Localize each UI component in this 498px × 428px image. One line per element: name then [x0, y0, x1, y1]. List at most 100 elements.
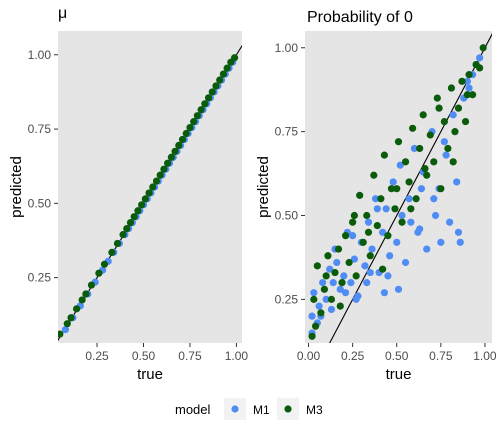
point-m3	[352, 272, 360, 280]
point-m1	[410, 144, 418, 153]
point-m1	[407, 218, 415, 226]
point-m3	[398, 218, 406, 226]
point-m3	[380, 151, 388, 159]
point-m1	[442, 151, 450, 159]
point-m3	[141, 195, 149, 203]
point-m1	[61, 326, 70, 334]
point-m3	[186, 123, 194, 132]
point-m1	[333, 258, 341, 267]
point-m3	[201, 100, 209, 108]
point-m3	[152, 177, 161, 185]
point-m3	[123, 225, 131, 233]
point-m1	[329, 279, 337, 287]
point-m3	[391, 205, 399, 213]
point-m3	[444, 144, 452, 153]
point-m3	[359, 238, 367, 246]
legend-point-m3	[284, 405, 292, 413]
point-m3	[230, 54, 239, 62]
reference-line	[329, 33, 492, 343]
point-m1	[431, 211, 440, 220]
point-m1	[315, 302, 323, 310]
panel-mu: 0.25 0.50 0.75 1.00 0.25 0.50 0.75 1.00 μ true pre…	[8, 5, 249, 383]
point-m1	[430, 195, 438, 203]
point-m1	[417, 185, 426, 193]
point-m3	[401, 158, 410, 166]
point-m1	[386, 252, 394, 260]
point-m3	[479, 44, 487, 52]
point-m3	[145, 189, 153, 197]
point-m1	[393, 238, 401, 246]
point-m3	[341, 232, 350, 240]
point-m1	[446, 218, 454, 226]
point-m3	[108, 248, 116, 256]
point-m3	[370, 171, 378, 179]
point-m3	[437, 185, 445, 193]
point-m1	[361, 262, 369, 270]
x-tick-label: 0.75	[429, 349, 453, 363]
point-m3	[149, 183, 157, 191]
point-m3	[95, 269, 103, 277]
point-m3	[156, 171, 164, 179]
y-tick-label: 0.25	[28, 271, 52, 285]
point-m3	[113, 239, 122, 248]
point-m3	[393, 185, 401, 193]
point-m3	[212, 82, 220, 90]
point-m1	[398, 211, 406, 220]
x-tick-label: 1.00	[225, 349, 249, 363]
point-m3	[167, 153, 175, 161]
point-m1	[350, 255, 358, 263]
chart-title: μ	[58, 5, 67, 22]
point-m1	[319, 279, 327, 287]
point-m3	[338, 279, 346, 287]
point-m3	[331, 268, 339, 277]
x-tick-label: 1.00	[473, 349, 497, 363]
point-m1	[371, 195, 380, 203]
point-m3	[384, 232, 392, 240]
point-m3	[197, 106, 205, 114]
point-m1	[308, 312, 316, 320]
point-m3	[164, 159, 172, 167]
point-m1	[368, 245, 376, 253]
y-axis-label: predicted	[255, 156, 272, 218]
point-m3	[394, 138, 403, 146]
point-m1	[384, 272, 392, 280]
point-m3	[336, 302, 344, 310]
point-m1	[326, 265, 334, 273]
point-m1	[453, 178, 461, 186]
point-m3	[440, 117, 448, 126]
point-m3	[407, 205, 415, 213]
point-m1	[379, 228, 387, 236]
point-m3	[327, 295, 336, 303]
chart-title: Probability of 0	[307, 9, 413, 26]
point-m3	[138, 201, 146, 209]
point-m1	[352, 295, 360, 303]
point-m3	[313, 262, 321, 270]
point-m3	[317, 309, 325, 317]
point-m3	[416, 144, 424, 153]
point-m1	[440, 138, 448, 146]
point-m3	[119, 230, 127, 239]
point-m1	[322, 295, 330, 303]
point-m3	[366, 252, 374, 260]
point-m3	[373, 221, 381, 230]
point-m3	[216, 76, 224, 84]
point-m3	[433, 94, 441, 102]
y-tick-label: 0.25	[275, 292, 299, 306]
point-m1	[476, 54, 484, 62]
x-tick-label: 0.25	[85, 349, 109, 363]
point-m3	[435, 104, 443, 112]
point-m3	[387, 185, 396, 193]
y-axis-label: predicted	[8, 156, 25, 218]
point-m1	[366, 268, 374, 277]
point-m3	[377, 195, 385, 203]
point-m3	[223, 64, 231, 72]
y-tick-label: 1.00	[275, 41, 299, 55]
point-m1	[396, 161, 404, 169]
point-m1	[382, 205, 390, 213]
point-m3	[320, 285, 329, 293]
point-m1	[416, 225, 424, 233]
point-m3	[423, 171, 431, 179]
point-m3	[171, 147, 179, 155]
point-m3	[461, 117, 470, 126]
